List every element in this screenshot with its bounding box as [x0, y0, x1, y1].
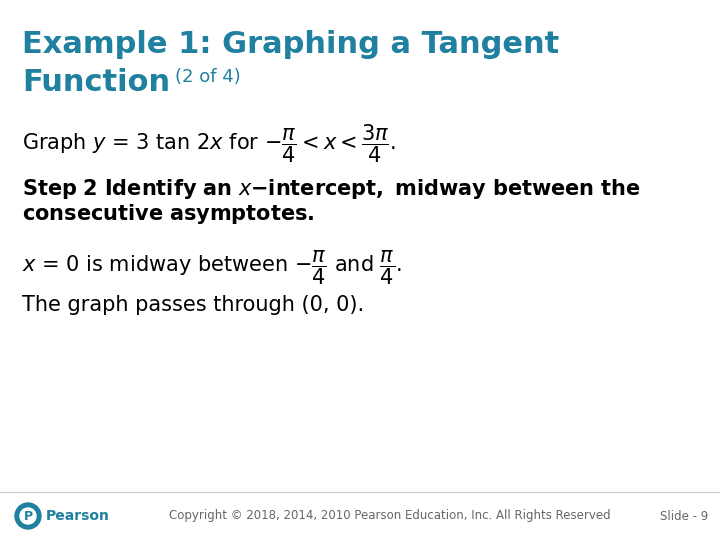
Text: Copyright © 2018, 2014, 2010 Pearson Education, Inc. All Rights Reserved: Copyright © 2018, 2014, 2010 Pearson Edu… — [169, 510, 611, 523]
Text: Slide - 9: Slide - 9 — [660, 510, 708, 523]
Text: P: P — [24, 510, 32, 523]
Text: Example 1: Graphing a Tangent: Example 1: Graphing a Tangent — [22, 30, 559, 59]
Text: (2 of 4): (2 of 4) — [175, 68, 240, 86]
Text: $\mathbf{consecutive\ asymptotes.}$: $\mathbf{consecutive\ asymptotes.}$ — [22, 202, 315, 226]
Text: The graph passes through (0, 0).: The graph passes through (0, 0). — [22, 295, 364, 315]
Text: Graph $y$ = 3 tan 2$x$ for $-\dfrac{\pi}{4} < x < \dfrac{3\pi}{4}$.: Graph $y$ = 3 tan 2$x$ for $-\dfrac{\pi}… — [22, 122, 396, 165]
Text: Function: Function — [22, 68, 170, 97]
Text: Pearson: Pearson — [46, 509, 110, 523]
Text: $\mathbf{Step\ 2\ Identify\ an}$ $\mathit{x}$$\mathbf{-intercept,\ midway\ betwe: $\mathbf{Step\ 2\ Identify\ an}$ $\mathi… — [22, 177, 641, 201]
Circle shape — [20, 508, 36, 524]
Text: $x$ = 0 is midway between $-\dfrac{\pi}{4}$ and $\dfrac{\pi}{4}$.: $x$ = 0 is midway between $-\dfrac{\pi}{… — [22, 248, 402, 287]
Circle shape — [15, 503, 41, 529]
